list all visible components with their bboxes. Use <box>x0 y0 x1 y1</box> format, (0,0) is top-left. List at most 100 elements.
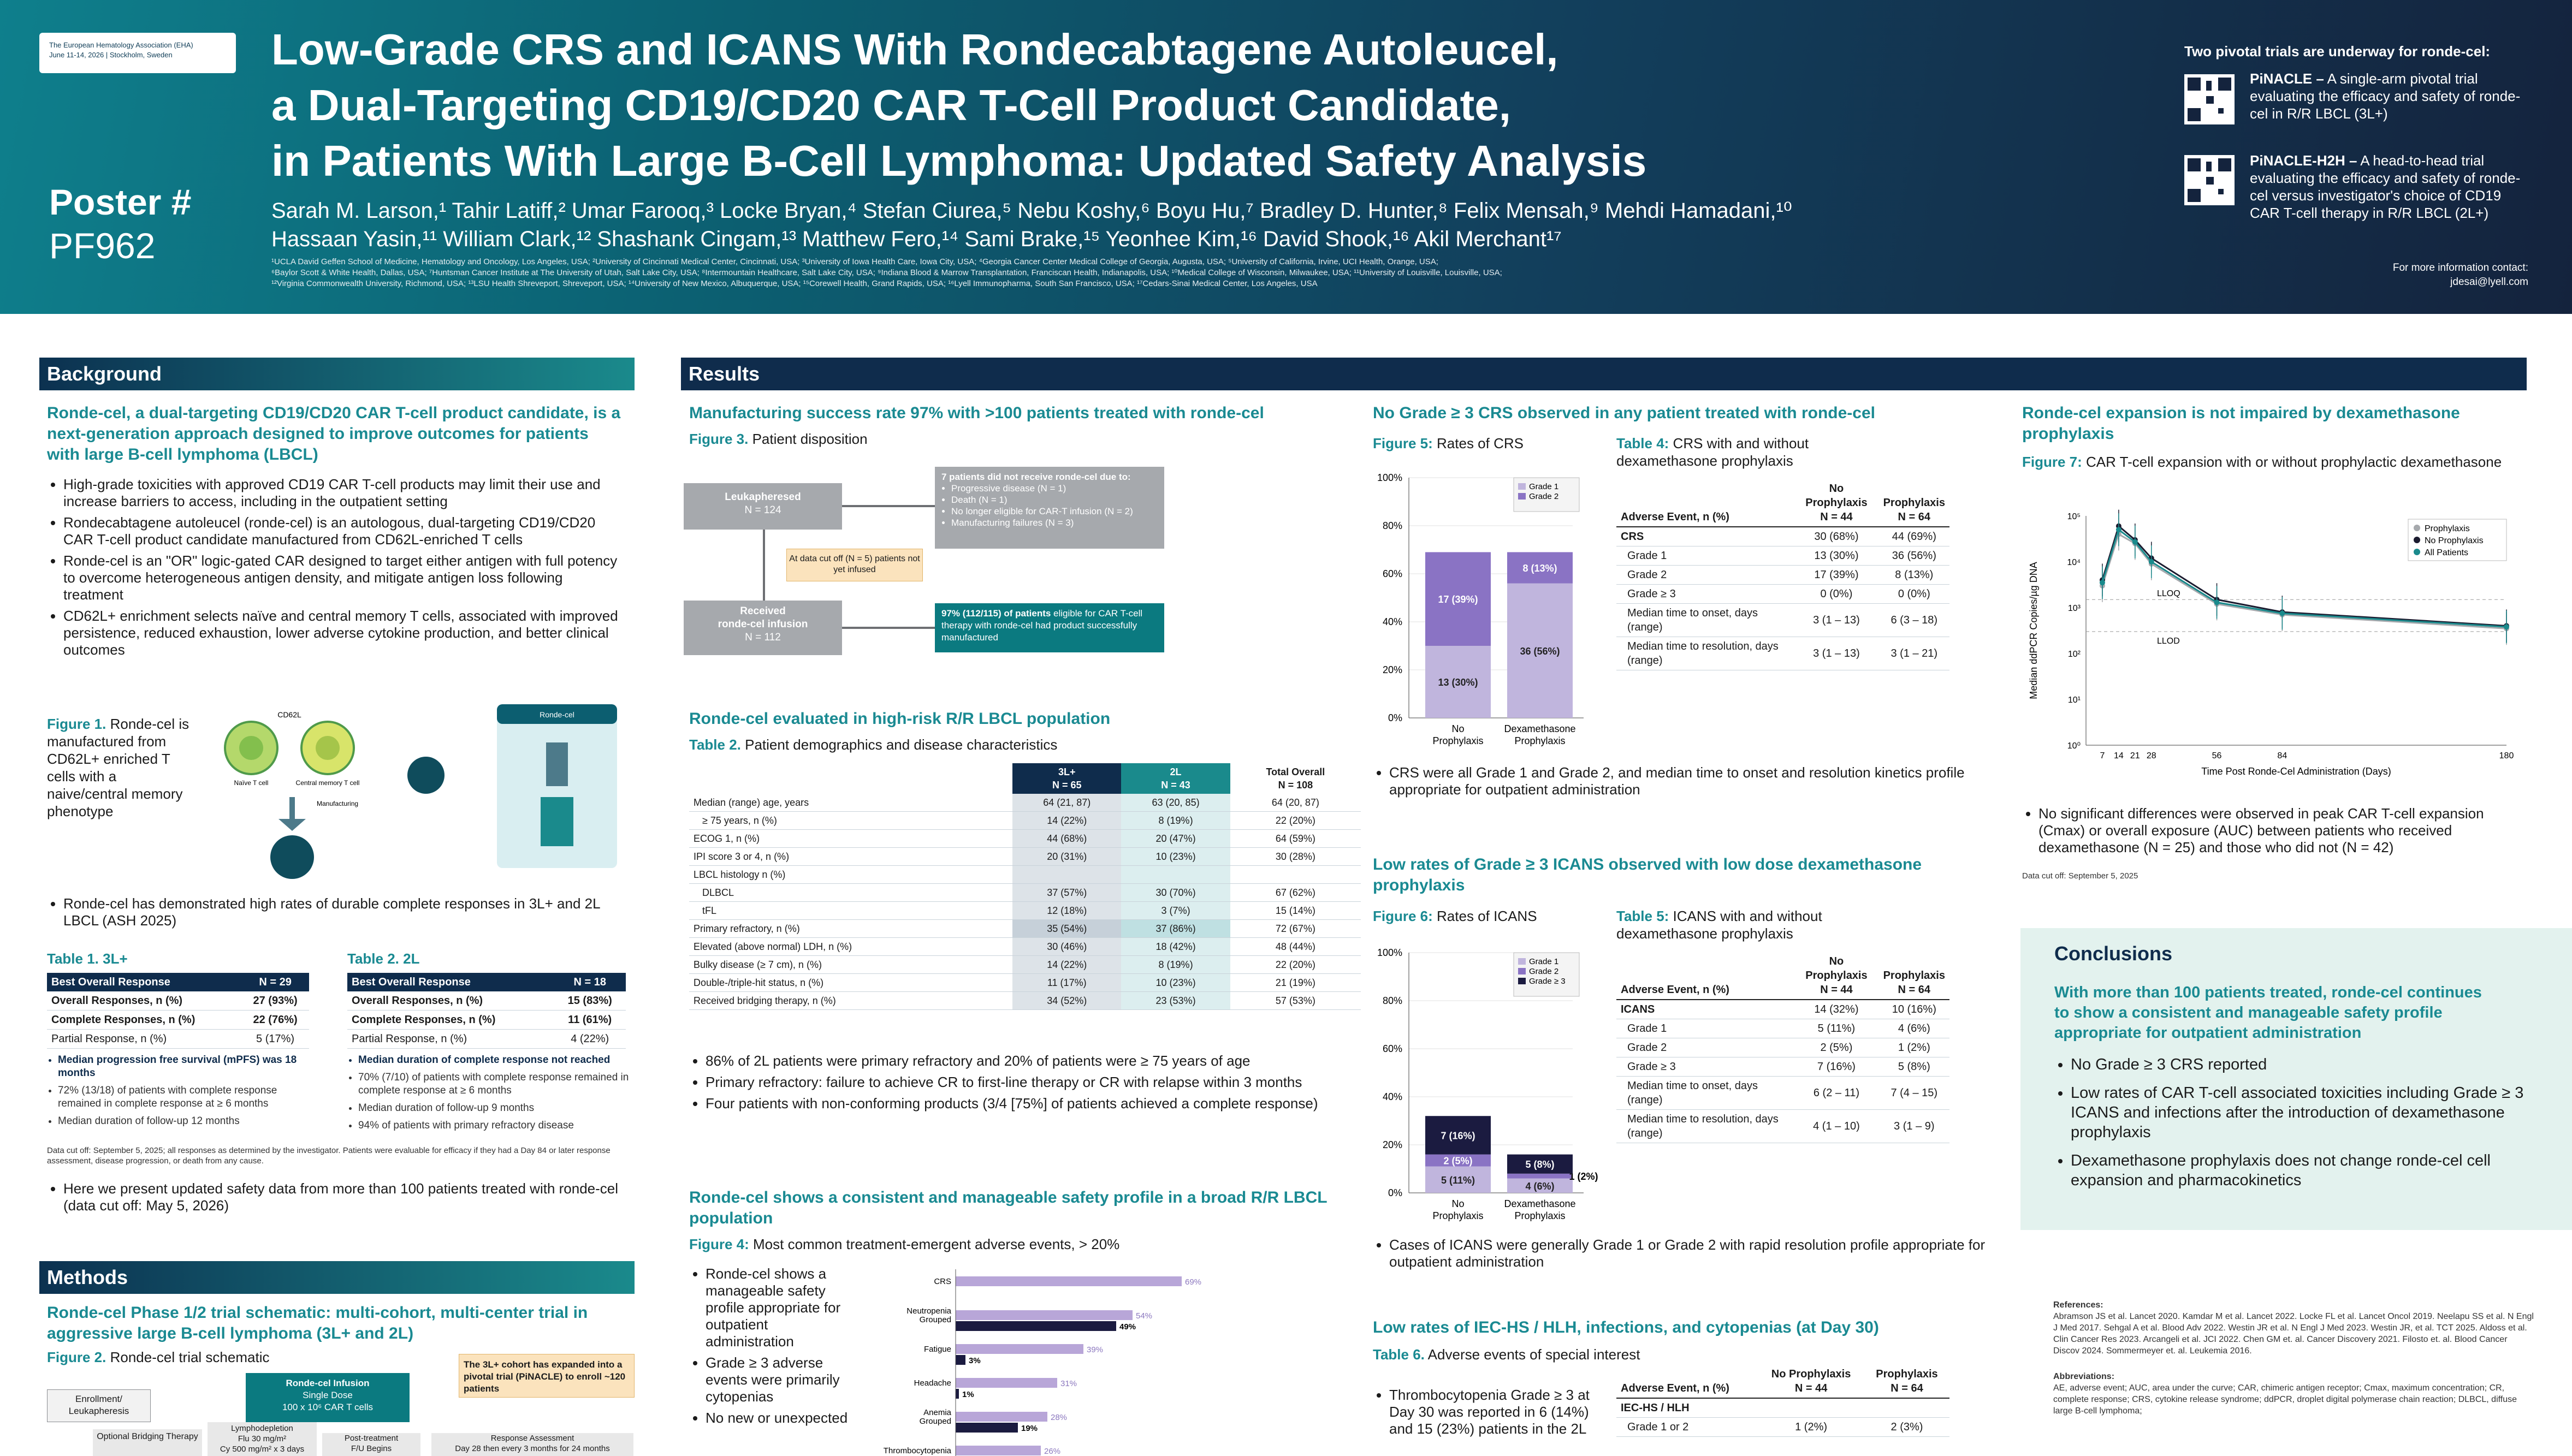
figure-7-caption: Figure 7: CAR T-cell expansion with or w… <box>2022 453 2535 471</box>
stack-segment <box>1425 1154 1491 1167</box>
figure-text: Patient disposition <box>748 431 868 447</box>
not-received-box: 7 patients did not receive ronde-cel due… <box>935 467 1164 549</box>
list-item: Dexamethasone prophylaxis does not chang… <box>2071 1151 2546 1190</box>
table-row: IEC-HS / HLH <box>1616 1398 1949 1418</box>
title-line: in Patients With Large B-Cell Lymphoma: … <box>271 136 1647 185</box>
stack-segment <box>1425 552 1491 646</box>
expansion-bullet: No significant differences were observed… <box>2022 805 2530 860</box>
table-row: DLBCL 37 (57%) 30 (70%) 67 (62%) <box>689 883 1361 902</box>
arrow-icon <box>278 797 306 831</box>
legend-swatch <box>1518 978 1526 984</box>
table-row: IPI score 3 or 4, n (%) 20 (31%) 10 (23%) 3… <box>689 847 1361 866</box>
central-label: Central memory T cell <box>296 779 360 787</box>
trial-pinacle: PiNACLE – A single-arm pivotal trial eva… <box>2250 70 2534 122</box>
legend-swatch <box>1518 958 1526 965</box>
bar-grade3 <box>956 1355 965 1365</box>
table-label: Table 6. <box>1373 1346 1425 1363</box>
bar-value-label: 69% <box>1185 1277 1201 1287</box>
contact-email-link[interactable]: jdesai@lyell.com <box>2450 276 2528 288</box>
y-tick-label: 0% <box>1388 1187 1402 1198</box>
ronde-cel-cell-icon <box>270 835 314 879</box>
legend-swatch <box>2414 537 2420 543</box>
table-text: CRS with and without dexamethasone proph… <box>1616 435 1809 469</box>
stack-segment <box>1507 1173 1573 1179</box>
references: References: Abramson JS et al. Lancet 20… <box>2053 1299 2534 1417</box>
bar-grade3 <box>956 1423 1018 1433</box>
abbreviations-header: Abbreviations: <box>2053 1372 2115 1381</box>
list-item: CRS were all Grade 1 and Grade 2, and me… <box>1389 764 2001 798</box>
stack-segment <box>1507 552 1573 584</box>
table-header: Total Overall N = 108 <box>1230 763 1361 794</box>
lympho-flu: Flu 30 mg/m² <box>238 1434 287 1443</box>
segment-label: 36 (56%) <box>1520 646 1560 657</box>
y-tick-label: 80% <box>1383 995 1402 1006</box>
connector-line <box>842 505 935 507</box>
table-header: Best Overall Response <box>47 973 242 991</box>
table-6-aesi: Adverse Event, n (%) No Prophylaxis N = 4… <box>1616 1365 1949 1437</box>
table-demo-caption: Table 2. Patient demographics and diseas… <box>689 736 1057 753</box>
segment-label: 1 (2%) <box>1569 1171 1598 1182</box>
manufacturing-heading: Manufacturing success rate 97% with >100… <box>689 404 1264 422</box>
stack-segment <box>1507 1178 1573 1193</box>
table-label: Table 1. <box>47 950 99 967</box>
table-label: Table 4: <box>1616 435 1669 451</box>
not-received-title: 7 patients did not receive ronde-cel due… <box>941 472 1131 482</box>
x-tick-label: Dexamethasone <box>1504 1198 1575 1209</box>
figure-label: Figure 3. <box>689 431 749 447</box>
table-header: Best Overall Response <box>347 973 554 991</box>
table-row: Median (range) age, years 64 (21, 87) 63 (… <box>689 794 1361 812</box>
figure-text: CAR T-cell expansion with or without pro… <box>2082 454 2502 470</box>
y-tick-label: 20% <box>1383 1139 1402 1150</box>
posttx-title: Post-treatment <box>344 1434 399 1443</box>
safety-bullets: Ronde-cel shows a manageable safety prof… <box>689 1265 853 1431</box>
bar-any-grade <box>956 1310 1133 1320</box>
table-6-caption: Table 6. Adverse events of special inter… <box>1373 1346 1640 1363</box>
received-n: N = 112 <box>745 632 781 643</box>
cutoff-box: At data cut off (N = 5) patients not yet… <box>786 549 923 581</box>
list-item: Ronde-cel is an "OR" logic-gated CAR des… <box>63 552 626 603</box>
data-point <box>2504 624 2509 630</box>
table-row: ECOG 1, n (%) 44 (68%) 20 (47%) 64 (59%) <box>689 829 1361 848</box>
figure-6-icans-chart: 0% 20% 40% 60% 80% 100% 5 (11%) 2 (5%) 7 (16%) No… <box>1377 947 1598 1221</box>
figure-1-caption: Figure 1. Ronde-cel is manufactured from… <box>47 715 194 820</box>
background-final-bullet: Here we present updated safety data from… <box>47 1180 626 1219</box>
category-label: Neutropenia <box>906 1306 951 1316</box>
list-item: 94% of patients with primary refractory … <box>358 1119 631 1132</box>
table-row: Complete Responses, n (%) 22 (76%) <box>47 1010 309 1030</box>
table-row: Complete Responses, n (%) 11 (61%) <box>347 1010 626 1030</box>
y-tick-label: 40% <box>1383 616 1402 627</box>
references-header: References: <box>2053 1300 2103 1310</box>
legend-label: Grade 1 <box>1529 482 1558 491</box>
x-tick-label: Prophylaxis <box>1514 735 1565 746</box>
table-header: No Prophylaxis N = 44 <box>1794 952 1879 1000</box>
qr-code-icon[interactable] <box>2184 74 2235 124</box>
authors-line: Hassaan Yasin,¹¹ William Clark,¹² Shasha… <box>271 227 1562 251</box>
y-tick-label: 20% <box>1383 664 1402 675</box>
infusion-dose: Single Dose <box>303 1390 353 1400</box>
table-row: ≥ 75 years, n (%) 14 (22%) 8 (19%) 22 (20%) <box>689 811 1361 830</box>
category-label: Headache <box>914 1378 951 1388</box>
bar-any-grade <box>956 1446 1041 1455</box>
table-row: CRS 30 (68%) 44 (69%) <box>1616 527 1949 546</box>
table-row: Median time to onset, days (range) 6 (2 –… <box>1616 1076 1949 1110</box>
contact-label: For more information contact: <box>2392 262 2528 274</box>
bar-any-grade <box>956 1276 1182 1286</box>
y-tick-label: 100% <box>1377 472 1402 483</box>
x-tick-label: 28 <box>2147 751 2156 760</box>
x-tick-label: 21 <box>2130 751 2140 760</box>
list-item: 70% (7/10) of patients with complete res… <box>358 1071 631 1097</box>
bar-value-label: 54% <box>1136 1311 1152 1321</box>
y-tick-label: 10⁴ <box>2067 558 2081 567</box>
y-tick-label: 10¹ <box>2068 696 2081 705</box>
infusion-box: Ronde-cel Infusion Single Dose 100 x 10⁶… <box>246 1373 410 1422</box>
table-row: Primary refractory, n (%) 35 (54%) 37 (86%… <box>689 919 1361 938</box>
table-label: Table 2. <box>347 950 399 967</box>
qr-code-icon[interactable] <box>2184 155 2235 205</box>
affiliations: ¹UCLA David Geffen School of Medicine, H… <box>271 257 1910 289</box>
table-4-crs: Adverse Event, n (%) No Prophylaxis N = 4… <box>1616 479 1949 670</box>
legend-label: Prophylaxis <box>2425 524 2470 533</box>
list-item: Rondecabtagene autoleucel (ronde-cel) is… <box>63 514 626 548</box>
x-tick-label: No <box>1451 723 1464 734</box>
